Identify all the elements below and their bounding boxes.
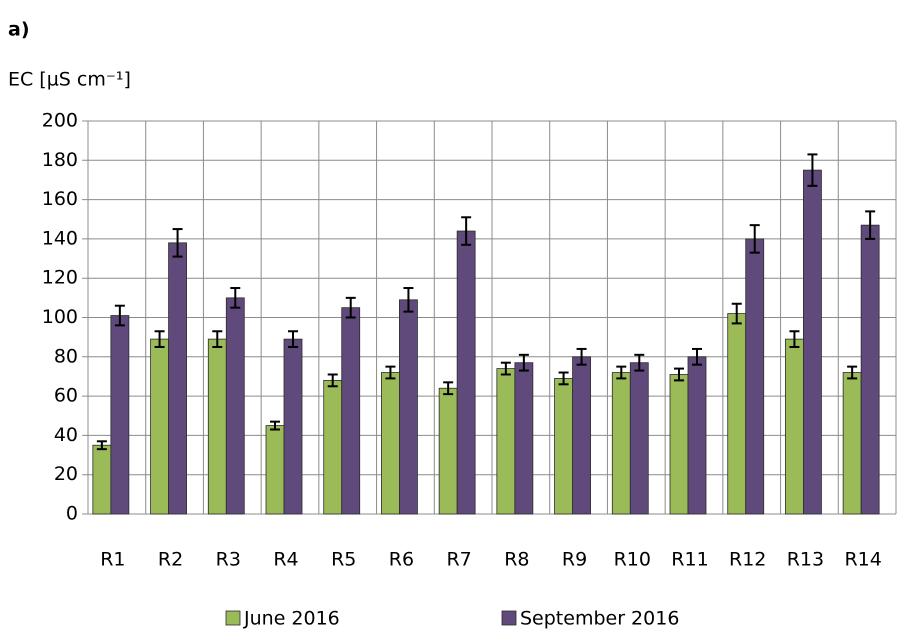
y-tick-label: 40 (54, 424, 78, 446)
bar (727, 313, 747, 515)
y-axis-label: EC [µS cm⁻¹] (8, 69, 131, 91)
x-tick-label: R12 (729, 549, 766, 571)
bar (629, 362, 649, 515)
bar (554, 378, 573, 515)
bar (842, 372, 862, 515)
bar (225, 297, 245, 515)
bar (860, 224, 880, 515)
bar (745, 238, 765, 515)
error-bar (518, 353, 529, 372)
bar (399, 299, 418, 515)
x-tick-label: R2 (158, 549, 183, 571)
bar (150, 338, 169, 515)
bar (611, 372, 631, 515)
x-tick-label: R13 (787, 549, 824, 571)
y-tick-label: 160 (42, 188, 78, 210)
error-bar (270, 420, 280, 431)
error-bar (96, 440, 107, 451)
bar (687, 356, 707, 515)
bar (92, 444, 112, 515)
error-bar (749, 224, 760, 254)
error-bar (847, 365, 858, 380)
x-tick-label: R11 (671, 549, 708, 571)
error-bar (172, 228, 183, 258)
error-bar (692, 347, 702, 366)
error-bar (443, 381, 454, 396)
y-tick-label: 140 (42, 227, 78, 249)
legend-swatch (225, 610, 241, 626)
error-bar (865, 210, 876, 240)
bar (283, 338, 303, 515)
error-bar (327, 373, 338, 388)
bar (110, 315, 130, 515)
panel-label: a) (8, 19, 30, 41)
error-bar (807, 153, 818, 187)
y-tick-label: 100 (42, 306, 78, 328)
bar (207, 338, 227, 515)
bar (323, 379, 343, 515)
bar (803, 169, 822, 515)
error-bar (674, 367, 684, 382)
bar (265, 425, 285, 515)
x-tick-label: R5 (331, 549, 356, 571)
bar (514, 362, 534, 515)
error-bar (403, 287, 414, 313)
error-bar (616, 365, 627, 380)
bar (381, 372, 400, 515)
error-bar (558, 371, 569, 386)
y-tick-label: 20 (54, 463, 78, 485)
bar (669, 374, 689, 515)
x-tick-label: R9 (562, 549, 587, 571)
error-bar (230, 287, 241, 309)
error-bar (385, 365, 396, 380)
x-tick-label: R6 (389, 549, 414, 571)
x-tick-label: R1 (100, 549, 125, 571)
legend-label: June 2016 (243, 608, 340, 630)
x-tick-label: R8 (504, 549, 529, 571)
error-bar (114, 304, 125, 327)
y-tick-label: 200 (42, 110, 78, 132)
bar (496, 368, 516, 515)
error-bar (288, 330, 298, 348)
x-tick-label: R7 (446, 549, 471, 571)
y-tick-label: 80 (54, 345, 78, 367)
x-tick-label: R10 (614, 549, 651, 571)
x-tick-label: R14 (844, 549, 881, 571)
bar (785, 338, 804, 515)
bar (168, 242, 187, 515)
y-tick-label: 0 (66, 503, 78, 525)
legend-swatch (501, 610, 517, 626)
bar (438, 387, 458, 515)
bar (456, 230, 476, 515)
error-bar (154, 330, 165, 348)
error-bar (461, 216, 472, 246)
error-bar (789, 330, 800, 348)
y-tick-label: 120 (42, 267, 78, 289)
error-bar (634, 353, 645, 372)
bar (572, 356, 591, 515)
bar (341, 307, 361, 515)
x-tick-label: R3 (216, 549, 241, 571)
error-bar (731, 302, 742, 325)
y-tick-label: 180 (42, 149, 78, 171)
error-bar (500, 361, 511, 376)
error-bar (576, 347, 587, 366)
error-bar (212, 330, 223, 348)
x-tick-label: R4 (273, 549, 298, 571)
legend-label: September 2016 (520, 608, 679, 630)
error-bar (345, 296, 356, 319)
y-tick-label: 60 (54, 385, 78, 407)
